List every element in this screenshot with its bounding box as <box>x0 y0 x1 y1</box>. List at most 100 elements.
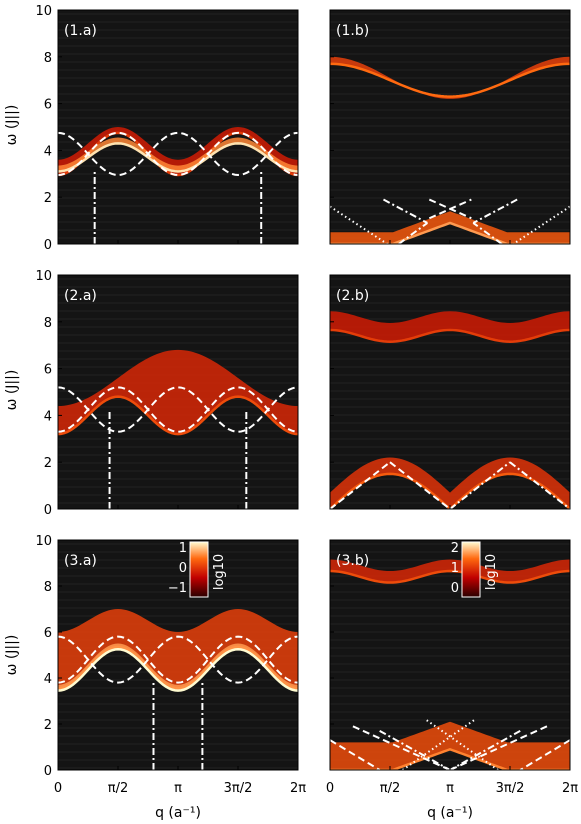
dashed-line <box>330 461 391 509</box>
panel-label: (3.b) <box>336 553 369 569</box>
band-0 <box>58 127 298 175</box>
dashed-line <box>449 725 548 770</box>
dashdot-line <box>472 198 518 224</box>
band-1 <box>330 721 570 770</box>
band-1 <box>330 211 570 244</box>
colorbar-tick: 2 <box>451 541 459 556</box>
panel-content <box>58 349 298 509</box>
xlabel-left: q (a⁻¹) <box>155 805 201 821</box>
xtick-label: π/2 <box>108 781 128 796</box>
panel-content <box>58 127 298 244</box>
colorbar: 2 1 0 log10 <box>451 541 499 598</box>
colorbar-gradient <box>461 541 481 598</box>
colorbar-tick: −1 <box>168 581 187 596</box>
ytick-label: 8 <box>44 580 52 595</box>
ytick-label: 8 <box>44 316 52 331</box>
dashed-line <box>428 198 472 220</box>
ylabel-row-1: ω (J||) <box>4 105 20 146</box>
band-edge-1 <box>58 142 298 173</box>
dotted-line <box>424 718 499 770</box>
xlabel-right: q (a⁻¹) <box>427 805 473 821</box>
dotted-line <box>402 718 476 770</box>
xtick-label: 2π <box>290 781 306 796</box>
ylabel-row-2: ω (J||) <box>4 370 20 411</box>
ytick-label: 10 <box>35 534 52 549</box>
ytick-label: 2 <box>44 456 52 471</box>
colorbar-tick: 1 <box>451 561 459 576</box>
ytick-label: 0 <box>44 764 52 779</box>
band-edge-1 <box>330 221 570 244</box>
dashed-line <box>519 739 570 770</box>
xtick-label: 3π/2 <box>224 781 253 796</box>
ytick-label: 6 <box>44 626 52 641</box>
ytick-label: 4 <box>44 409 52 424</box>
dashdot-line <box>398 222 428 244</box>
ytick-label: 6 <box>44 363 52 378</box>
xtick-label: 0 <box>54 781 62 796</box>
band-edge-0 <box>58 131 298 177</box>
dashdot-line <box>383 198 428 224</box>
ytick-label: 0 <box>44 503 52 518</box>
band-edge-0 <box>330 62 570 98</box>
panel-2.b: (2.b) <box>329 274 571 510</box>
band-0 <box>330 56 570 99</box>
panels: (1.a)0246810(1.b)(2.a)0246810(2.b)(3.a)0… <box>35 4 578 796</box>
ytick-label: 10 <box>35 269 52 284</box>
panel-label: (2.a) <box>64 288 97 304</box>
panel-label: (1.a) <box>64 23 97 39</box>
dashdot-line <box>509 461 570 509</box>
xtick-label: 0 <box>326 781 334 796</box>
panel-3.b: (3.b) 0 π/2 π 3π/2 2π 2 1 0 log10 <box>326 539 578 796</box>
ytick-label: 4 <box>44 672 52 687</box>
panel-label: (1.b) <box>336 23 369 39</box>
panel-content <box>330 559 570 770</box>
band-edge-0 <box>330 569 570 584</box>
ytick-label: 10 <box>35 4 52 19</box>
dashdot-line <box>472 222 503 244</box>
panel-label: (3.a) <box>64 553 97 569</box>
panel-background <box>330 10 570 244</box>
dashdot-line <box>449 730 521 770</box>
ytick-label: 8 <box>44 51 52 66</box>
ytick-label: 2 <box>44 718 52 733</box>
xtick-label: π <box>174 781 182 796</box>
dashed-line <box>58 386 298 433</box>
panel-2.a: (2.a) 0 2 4 6 8 10 <box>35 269 299 518</box>
colorbar-tick: 0 <box>179 561 187 576</box>
panel-1.b: (1.b) <box>329 9 571 245</box>
band-0 <box>58 349 298 435</box>
colorbar-gradient <box>189 541 209 598</box>
dashed-line <box>330 739 381 770</box>
xtick-label: 3π/2 <box>496 781 525 796</box>
colorbar: 1 0 −1 log10 <box>168 541 227 598</box>
colorbar-tick: 1 <box>179 541 187 556</box>
dashdot-line <box>379 730 451 770</box>
colorbar-label: log10 <box>212 554 227 590</box>
ytick-label: 0 <box>44 238 52 253</box>
dashed-line <box>58 635 298 684</box>
panel-background <box>58 10 298 244</box>
xtick-label: 2π <box>562 781 578 796</box>
band-1 <box>330 457 570 509</box>
xtick-label: π <box>446 781 454 796</box>
panel-content <box>58 609 298 770</box>
dashed-line <box>352 725 451 770</box>
colorbar-label: log10 <box>484 554 499 590</box>
ytick-label: 6 <box>44 98 52 113</box>
ylabel-row-3: ω (J||) <box>4 635 20 676</box>
band-edge-1 <box>330 747 570 770</box>
panel-content <box>330 56 570 244</box>
colorbar-tick: 0 <box>451 581 459 596</box>
band-edge-0 <box>58 395 298 436</box>
band-edge-1 <box>58 647 298 692</box>
dashed-line <box>58 635 298 684</box>
band-0 <box>330 311 570 342</box>
dashed-line <box>58 386 298 433</box>
panel-1.a: (1.a) 0 2 4 6 8 10 <box>35 4 299 253</box>
band-0 <box>58 609 298 689</box>
ytick-label: 4 <box>44 144 52 159</box>
panel-label: (2.b) <box>336 288 369 304</box>
ytick-label: 2 <box>44 191 52 206</box>
